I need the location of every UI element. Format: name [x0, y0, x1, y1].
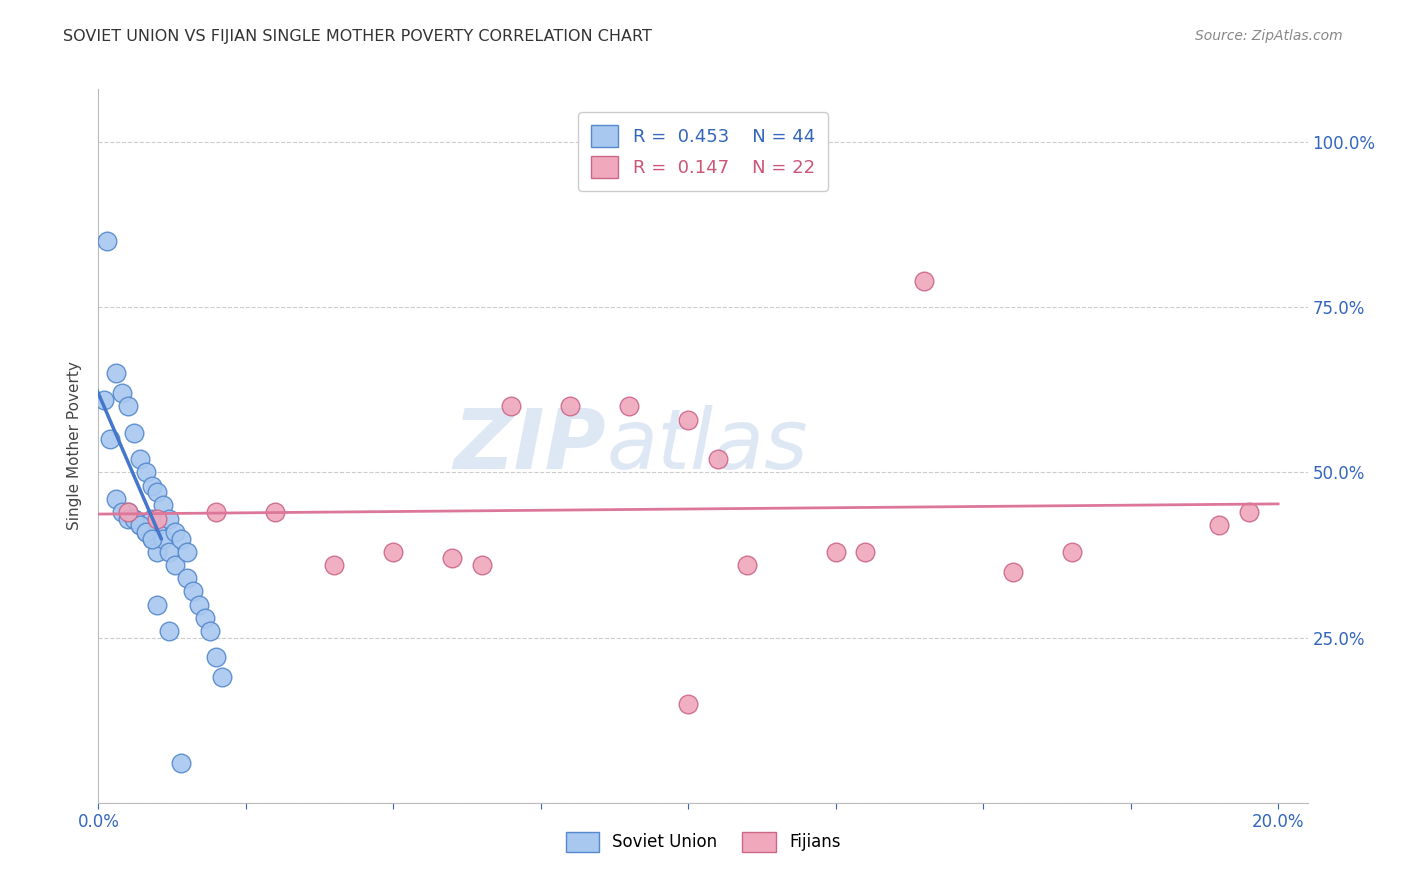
Point: [560, 400, 582, 414]
Point: [146, 511, 169, 525]
Point: [735, 558, 758, 572]
Point: [117, 505, 139, 519]
Point: [824, 545, 846, 559]
Point: [170, 756, 193, 771]
Point: [128, 452, 150, 467]
Point: [165, 524, 187, 539]
Text: Source: ZipAtlas.com: Source: ZipAtlas.com: [1195, 29, 1343, 44]
Point: [117, 505, 139, 519]
Point: [1208, 518, 1230, 533]
Legend: Soviet Union, Fijians: Soviet Union, Fijians: [558, 825, 848, 859]
Point: [141, 532, 163, 546]
Point: [619, 400, 641, 414]
Point: [170, 532, 193, 546]
Point: [146, 545, 169, 559]
Point: [141, 532, 163, 546]
Point: [678, 412, 700, 426]
Point: [111, 386, 134, 401]
Point: [135, 524, 157, 539]
Point: [141, 511, 163, 525]
Point: [211, 670, 233, 684]
Point: [135, 524, 157, 539]
Point: [382, 545, 405, 559]
Text: atlas: atlas: [606, 406, 808, 486]
Point: [128, 518, 150, 533]
Point: [194, 611, 217, 625]
Point: [111, 505, 134, 519]
Point: [157, 624, 180, 638]
Point: [176, 545, 198, 559]
Point: [165, 558, 187, 572]
Point: [264, 505, 287, 519]
Point: [146, 598, 169, 612]
Point: [471, 558, 494, 572]
Point: [912, 274, 935, 288]
Point: [93, 392, 115, 407]
Point: [128, 518, 150, 533]
Text: SOVIET UNION VS FIJIAN SINGLE MOTHER POVERTY CORRELATION CHART: SOVIET UNION VS FIJIAN SINGLE MOTHER POV…: [63, 29, 652, 45]
Point: [135, 466, 157, 480]
Text: ZIP: ZIP: [454, 406, 606, 486]
Point: [1001, 565, 1024, 579]
Point: [706, 452, 728, 467]
Point: [1060, 545, 1083, 559]
Point: [152, 532, 174, 546]
Point: [141, 478, 163, 492]
Point: [122, 511, 145, 525]
Point: [678, 697, 700, 711]
Point: [181, 584, 204, 599]
Point: [323, 558, 346, 572]
Y-axis label: Single Mother Poverty: Single Mother Poverty: [67, 361, 83, 531]
Point: [146, 518, 169, 533]
Point: [146, 485, 169, 500]
Point: [157, 511, 180, 525]
Point: [853, 545, 876, 559]
Point: [205, 505, 228, 519]
Point: [1237, 505, 1260, 519]
Point: [152, 499, 174, 513]
Point: [157, 545, 180, 559]
Point: [501, 400, 523, 414]
Point: [187, 598, 209, 612]
Point: [441, 551, 464, 566]
Point: [200, 624, 222, 638]
Point: [98, 433, 121, 447]
Point: [205, 650, 228, 665]
Point: [105, 491, 128, 506]
Point: [117, 511, 139, 525]
Point: [117, 400, 139, 414]
Point: [105, 367, 128, 381]
Point: [176, 571, 198, 585]
Point: [96, 234, 118, 248]
Point: [122, 511, 145, 525]
Point: [122, 425, 145, 440]
